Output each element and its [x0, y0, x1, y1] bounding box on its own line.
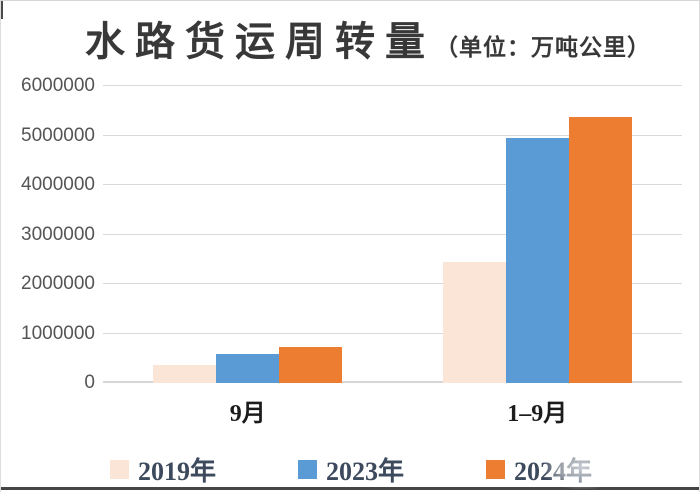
legend: 2019年 2023年 2024年 — [1, 451, 699, 488]
bar-2023年-9月 — [216, 353, 280, 383]
y-tick-label: 2000000 — [21, 273, 95, 294]
legend-swatch-icon — [486, 460, 505, 479]
bottom-border — [1, 487, 699, 490]
gridline — [103, 134, 682, 136]
legend-swatch-icon — [109, 460, 129, 479]
legend-swatch-icon — [297, 460, 317, 479]
bar-2019年-9月 — [153, 365, 217, 383]
y-tick-label: 1000000 — [21, 322, 95, 344]
legend-item-2019年: 2019年 — [109, 451, 216, 488]
y-tick-label: 4000000 — [21, 174, 95, 195]
y-axis-tick-labels: 0 1000000 2000000 3000000 4000000 5000000 6000… — [1, 1, 95, 492]
gridline — [103, 332, 682, 334]
legend-label: 2023年 — [325, 457, 404, 486]
chart-title-unit: （单位：万吨公里） — [435, 35, 651, 60]
gridline — [103, 283, 682, 284]
legend-item-2023年: 2023年 — [297, 451, 404, 488]
y-tick-label: 5000000 — [21, 124, 95, 146]
legend-item-2024年: 2024年 — [486, 451, 592, 488]
legend-label: 2019年 — [137, 457, 216, 486]
gridline — [103, 233, 682, 235]
x-axis-label-jan-to-september: 1–9月 — [507, 401, 568, 427]
chart-title-main: 水路货运周转量 — [85, 19, 435, 64]
x-axis-label-september: 9月 — [229, 401, 266, 427]
screen-edge-artifact — [1, 1, 3, 19]
x-axis-labels: 9月 1–9月 — [103, 393, 682, 427]
bar-2023年-1–9月 — [505, 137, 569, 383]
bar-2024年-9月 — [279, 346, 343, 383]
plot-area — [103, 85, 682, 383]
y-tick-label: 3000000 — [21, 223, 95, 245]
x-axis-line — [103, 381, 682, 383]
gridline — [103, 85, 682, 86]
gridline — [103, 184, 682, 185]
y-tick-label: 0 — [84, 372, 95, 393]
bar-2024年-1–9月 — [568, 116, 632, 383]
y-tick-label: 6000000 — [21, 75, 95, 96]
chart-title: 水路货运周转量（单位：万吨公里） — [19, 9, 699, 67]
bar-2019年-1–9月 — [442, 261, 506, 383]
legend-label: 2024年 — [514, 457, 593, 486]
